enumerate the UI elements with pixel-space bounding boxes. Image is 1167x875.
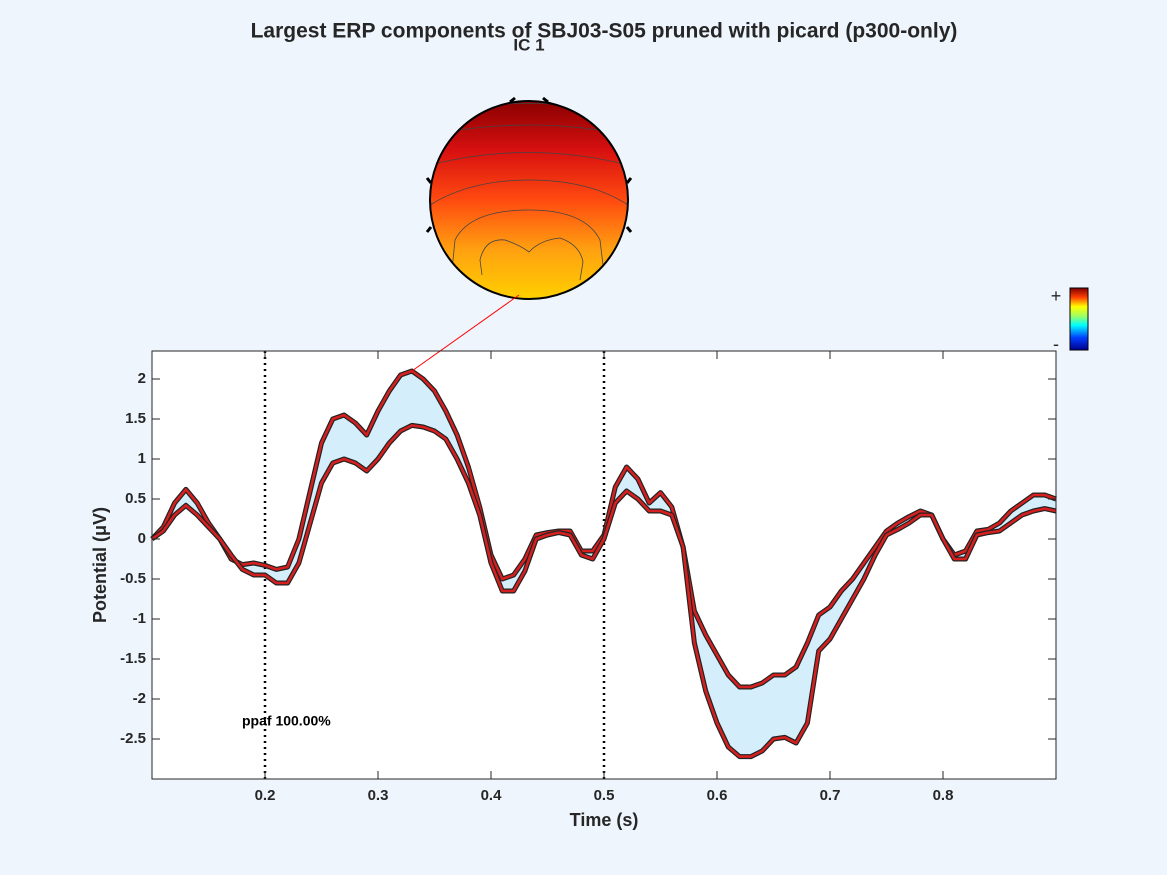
y-tick-label: 0.5 [125,490,146,507]
colorbar [1069,287,1089,351]
chart-title: Largest ERP components of SBJ03-S05 prun… [251,20,958,43]
y-tick-label: -1 [133,610,146,627]
plot-area [152,351,1056,779]
annotation: ppaf 100.00% [242,713,331,729]
x-axis-label: Time (s) [570,810,639,830]
colorbar-label: + [1051,286,1062,306]
y-tick-label: -2.5 [120,730,146,747]
y-tick-label: 2 [138,370,146,387]
line [151,424,1057,758]
component-label: IC 1 [513,35,544,54]
y-tick-label: -0.5 [120,570,146,587]
x-tick-label: 0.3 [368,787,389,804]
x-tick-label: 0.8 [933,787,954,804]
colorbar-label: - [1053,334,1059,354]
y-tick-label: 0 [138,530,146,547]
y-tick-label: -1.5 [120,650,146,667]
x-tick-label: 0.5 [594,787,615,804]
y-axis-label: Potential (μV) [90,507,110,623]
y-tick-label: -2 [133,690,146,707]
topomap [425,96,633,300]
y-tick-label: 1.5 [125,410,146,427]
x-tick-label: 0.7 [820,787,841,804]
x-tick-label: 0.2 [255,787,276,804]
x-tick-label: 0.6 [707,787,728,804]
y-tick-label: 1 [138,450,146,467]
x-tick-label: 0.4 [481,787,503,804]
peak-connector [411,294,520,372]
